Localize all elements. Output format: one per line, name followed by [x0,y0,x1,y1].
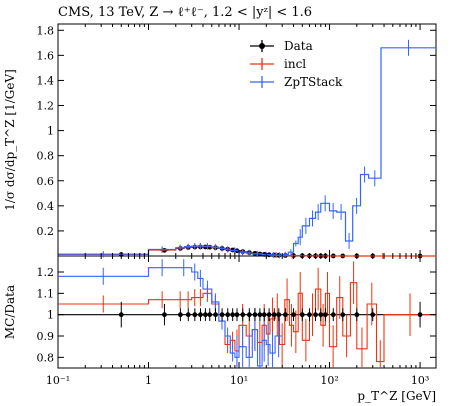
ratio-data-point-1 [162,312,167,318]
ratio-data-point-32 [417,312,423,318]
top-panel-frame [57,23,437,257]
top-panel [58,39,436,259]
ratio-panel [58,259,436,368]
ratio-data-point-28 [330,312,336,318]
ratio-data-point-9 [219,312,225,318]
top-y-tick-label-3: 0.8 [37,150,55,163]
ratio-data-point-30 [354,312,360,318]
top-y-tick-label-2: 0.6 [37,175,55,188]
ratio-y-tick-label-1: 0.9 [37,330,55,343]
top-y-tick-label-7: 1.6 [37,49,55,62]
ratio-data-point-17 [261,312,267,318]
ratio-data-point-3 [185,312,191,318]
ratio-data-point-31 [370,312,376,318]
ratio-data-point-10 [225,312,231,318]
legend-label-1: incl [284,57,306,71]
ratio-data-point-21 [282,312,288,318]
ratio-data-point-27 [323,312,328,318]
top-y-tick-label-5: 1.2 [37,100,55,113]
ratio-panel-frame [57,255,437,369]
top-y-tick-label-1: 0.4 [37,200,55,213]
ratio-data-point-7 [207,312,213,318]
ratio-data-point-8 [213,312,218,318]
ratio-data-point-0 [118,312,124,318]
top-y-tick-label-0: 0.2 [37,225,55,238]
ratio-y-axis-label: MC/Data [3,285,17,339]
ratio-data-point-25 [313,312,318,318]
top-y-axis-label: 1/σ dσ/dp_T^Z [1/GeV] [3,69,17,211]
ratio-incl-line [58,282,436,363]
legend-label-0: Data [284,39,313,53]
ratio-data-point-2 [177,312,183,318]
ratio-y-tick-label-2: 1 [47,309,54,322]
chart-title: CMS, 13 TeV, Z → ℓ⁺ℓ⁻, 1.2 < |yᶻ| < 1.6 [58,5,312,20]
ratio-data-point-13 [240,312,246,318]
x-tick-label-0: 10⁻¹ [46,374,70,387]
top-y-tick-label-6: 1.4 [37,74,55,87]
ratio-zptstack-line [58,267,283,367]
axes: 10⁻¹ 1 10¹ 10² 10³ 0.2 0.4 0.6 0.8 1 1.2 1.4 1.6 1.8 0… [37,24,436,387]
ratio-data-point-12 [234,312,240,318]
x-axis-label: p_T^Z [GeV] [357,389,436,403]
ratio-data-point-15 [252,312,258,318]
ratio-data-point-6 [202,312,208,318]
ratio-data-point-24 [307,312,312,318]
ratio-data-point-16 [257,312,263,318]
x-tick-label-3: 10² [320,374,338,387]
ratio-data-point-22 [291,312,296,318]
ratio-data-point-11 [230,312,236,318]
ratio-data-point-20 [276,312,282,318]
ratio-data-point-4 [192,312,198,318]
x-tick-label-4: 10³ [411,374,429,387]
x-tick-label-2: 10¹ [230,374,248,387]
x-tick-label-1: 1 [145,374,152,387]
ratio-y-tick-label-0: 0.8 [37,351,55,364]
ratio-data-point-18 [266,312,272,318]
top-y-tick-label-8: 1.8 [37,24,55,37]
legend-marker-0 [259,43,265,49]
top-y-tick-label-4: 1 [47,125,54,138]
legend-label-2: ZpTStack [284,75,343,89]
ratio-y-tick-label-4: 1.2 [37,266,55,279]
ratio-data-point-29 [340,312,346,318]
ratio-data-point-14 [246,312,252,318]
ratio-data-point-5 [198,312,203,318]
series-zptstack-line [58,47,436,256]
ratio-data-point-19 [271,312,277,318]
legend: Data incl ZpTStack [250,39,343,89]
ratio-data-point-26 [318,312,324,318]
ratio-y-tick-label-3: 1.1 [37,287,55,300]
ratio-data-point-23 [299,312,305,318]
